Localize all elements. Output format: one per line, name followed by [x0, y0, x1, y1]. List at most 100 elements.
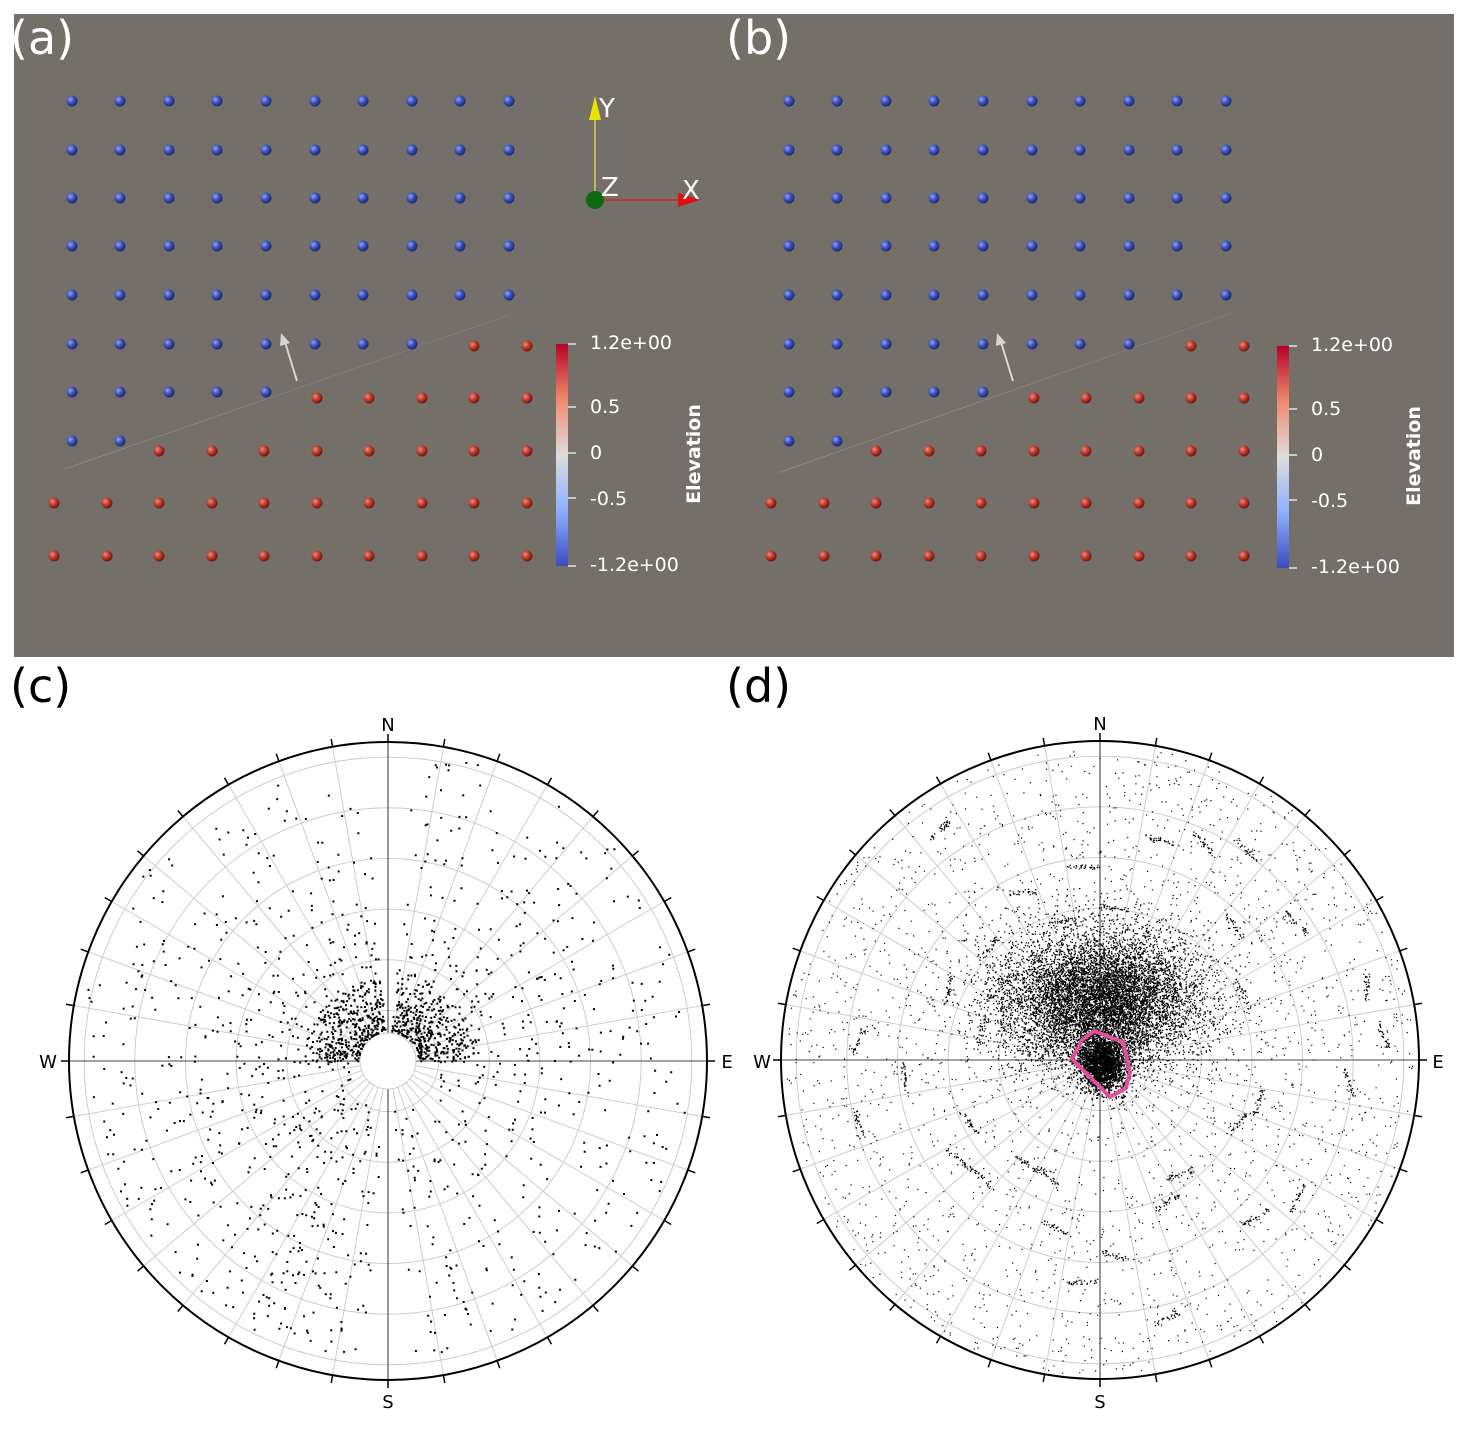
azimuth-tick	[1258, 776, 1265, 785]
stereonet-c-grid	[69, 742, 707, 1380]
red-sphere	[468, 445, 480, 457]
red-sphere	[416, 550, 428, 562]
blue-sphere	[309, 338, 321, 350]
red-sphere	[206, 497, 218, 509]
blue-sphere	[880, 338, 892, 350]
red-sphere	[1238, 340, 1250, 352]
red-sphere	[1133, 550, 1145, 562]
grid-spoke	[1099, 900, 1377, 1061]
colorbar-b-tick-neg0.5: -0.5	[1311, 490, 1348, 512]
stereonet-d-ticks	[773, 733, 1427, 1387]
azimuth-tick	[223, 1336, 230, 1345]
blue-sphere	[928, 144, 940, 156]
azimuth-tick	[987, 752, 992, 761]
red-sphere	[101, 550, 113, 562]
red-sphere	[416, 445, 428, 457]
blue-sphere	[260, 144, 272, 156]
panel-label-b: (b)	[726, 11, 791, 65]
red-sphere	[1028, 550, 1040, 562]
grid-spoke	[387, 784, 548, 1062]
grid-spoke	[940, 783, 1101, 1061]
blue-sphere	[1123, 144, 1135, 156]
colorbar-a-title: Elevation	[683, 404, 705, 504]
azimuth-tick	[177, 810, 184, 818]
red-sphere	[1238, 497, 1250, 509]
blue-sphere	[1074, 338, 1086, 350]
red-sphere	[975, 497, 987, 509]
azimuth-tick	[1042, 737, 1046, 746]
red-sphere	[870, 550, 882, 562]
grid-spoke	[387, 1060, 444, 1376]
blue-sphere	[260, 289, 272, 301]
fault-plane	[58, 310, 524, 471]
azimuth-tick	[702, 1115, 711, 1119]
red-sphere	[923, 550, 935, 562]
colorbar-b-tick-min: -1.2e+00	[1311, 556, 1400, 578]
red-sphere	[153, 550, 165, 562]
blue-sphere	[66, 144, 78, 156]
red-sphere	[975, 445, 987, 457]
blue-sphere	[928, 240, 940, 252]
azimuth-tick	[1304, 809, 1311, 817]
blue-sphere	[928, 289, 940, 301]
grid-spoke	[387, 1060, 665, 1221]
red-sphere	[311, 497, 323, 509]
panel-label-c: (c)	[10, 659, 71, 713]
blue-sphere	[163, 338, 175, 350]
blue-sphere	[503, 240, 515, 252]
blue-sphere	[831, 95, 843, 107]
colorbar-a: 1.2e+00 0.5 0 -0.5 -1.2e+00 Elevation	[556, 332, 705, 576]
red-sphere	[923, 445, 935, 457]
azimuth-tick	[137, 850, 145, 857]
blue-sphere	[211, 192, 223, 204]
blue-sphere	[880, 240, 892, 252]
blue-sphere	[783, 289, 795, 301]
blue-sphere	[357, 289, 369, 301]
grid-spoke	[387, 901, 665, 1062]
blue-sphere	[309, 192, 321, 204]
colorbar-b-tick-max: 1.2e+00	[1311, 334, 1393, 356]
azimuth-tick	[1154, 1374, 1158, 1383]
blue-sphere	[977, 386, 989, 398]
stereonet-c: N S E W	[39, 715, 733, 1413]
red-sphere	[1185, 445, 1197, 457]
blue-sphere	[1171, 289, 1183, 301]
azimuth-tick	[777, 1002, 786, 1006]
blue-sphere	[114, 144, 126, 156]
selection-outline	[1069, 1028, 1133, 1100]
blue-sphere	[211, 289, 223, 301]
red-sphere	[1185, 550, 1197, 562]
blue-sphere	[211, 386, 223, 398]
red-sphere	[1080, 392, 1092, 404]
blue-sphere	[66, 386, 78, 398]
blue-sphere	[880, 95, 892, 107]
blue-sphere	[928, 338, 940, 350]
z-axis-label: Z	[601, 173, 619, 203]
blue-sphere	[309, 240, 321, 252]
azimuth-tick	[275, 753, 280, 762]
blue-sphere	[163, 289, 175, 301]
red-sphere	[521, 340, 533, 352]
blue-sphere	[454, 289, 466, 301]
blue-sphere	[977, 289, 989, 301]
red-sphere	[363, 497, 375, 509]
red-sphere	[765, 497, 777, 509]
colorbar-b-gradient	[1277, 346, 1289, 568]
compass-west-d: W	[753, 1052, 771, 1073]
blue-sphere	[1171, 192, 1183, 204]
render-background	[14, 14, 1454, 657]
azimuth-tick	[104, 1219, 113, 1226]
grid-spoke	[182, 1060, 389, 1306]
grid-spoke	[88, 1060, 389, 1171]
panel-label-d: (d)	[726, 659, 791, 713]
blue-sphere	[406, 144, 418, 156]
compass-north-c: N	[381, 715, 394, 736]
normal-arrow	[280, 333, 298, 382]
blue-sphere	[503, 144, 515, 156]
azimuth-tick	[442, 1375, 446, 1384]
grid-spoke	[387, 1060, 703, 1117]
azimuth-tick	[1399, 1168, 1408, 1173]
azimuth-tick	[1375, 1218, 1384, 1225]
blue-sphere	[977, 240, 989, 252]
blue-sphere	[66, 289, 78, 301]
